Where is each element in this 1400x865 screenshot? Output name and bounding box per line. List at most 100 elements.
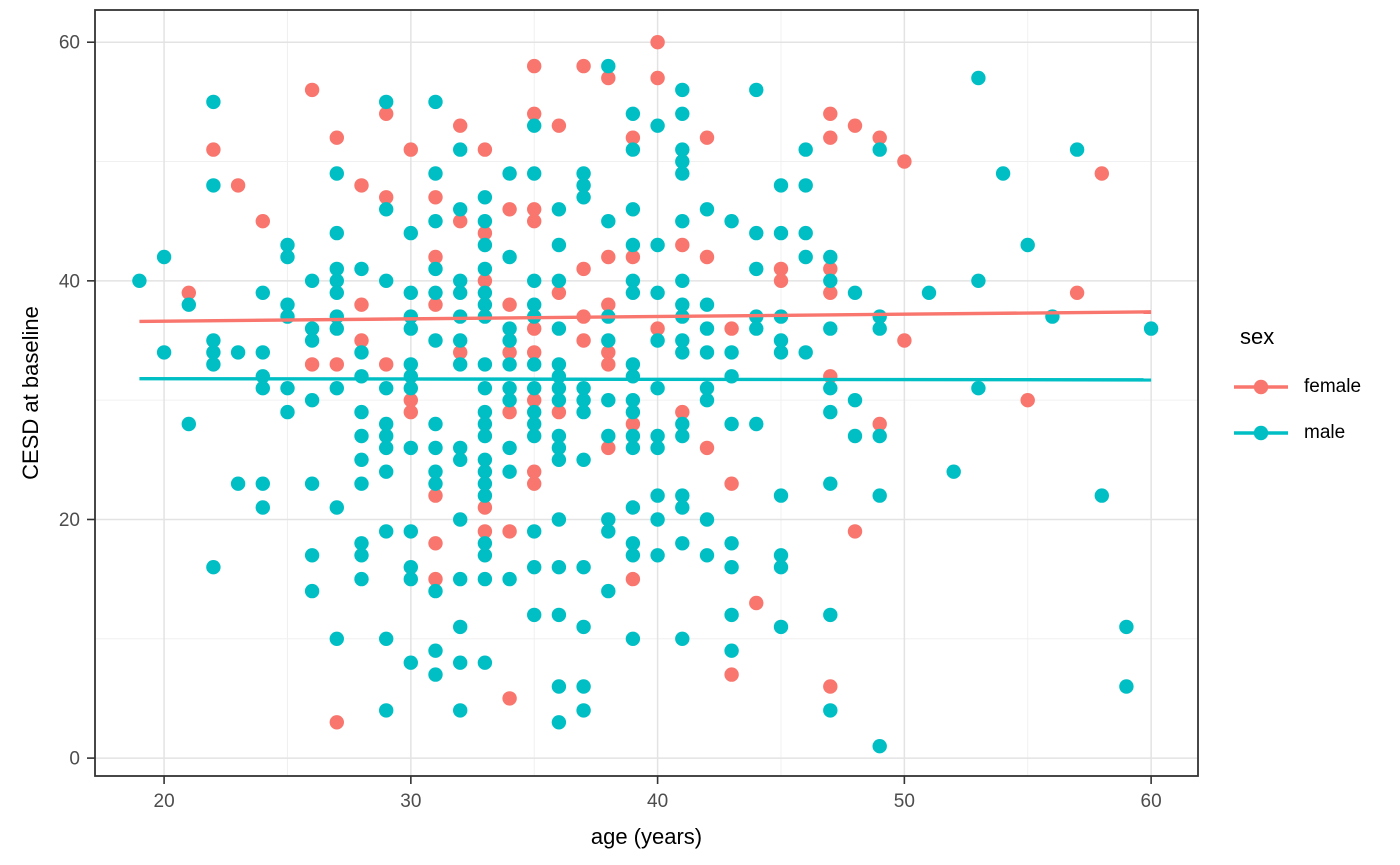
- data-point-male: [625, 237, 641, 253]
- data-point-male: [502, 249, 517, 265]
- data-point-male: [576, 190, 591, 205]
- data-point-female: [403, 393, 418, 408]
- data-point-male: [798, 178, 813, 193]
- y-tick-label: 0: [69, 749, 80, 770]
- data-point-male: [625, 357, 641, 372]
- data-point-female: [329, 715, 344, 730]
- data-point-male: [601, 583, 616, 599]
- data-point-female: [699, 249, 715, 265]
- data-point-male: [477, 548, 493, 563]
- data-point-male: [255, 476, 270, 491]
- data-point-male: [749, 82, 764, 98]
- data-point-male: [181, 416, 196, 432]
- data-point-male: [995, 166, 1011, 181]
- data-point-male: [773, 619, 789, 635]
- data-point-male: [453, 703, 468, 718]
- data-point-male: [354, 261, 369, 277]
- data-point-male: [428, 583, 443, 599]
- data-point-male: [304, 333, 320, 348]
- data-point-male: [625, 285, 641, 300]
- data-point-female: [428, 249, 443, 265]
- data-point-male: [551, 357, 567, 372]
- data-point-male: [699, 393, 715, 408]
- data-point-male: [527, 428, 542, 444]
- data-point-male: [921, 285, 937, 300]
- data-point-male: [551, 715, 567, 730]
- data-point-male: [971, 70, 986, 86]
- data-point-male: [749, 261, 764, 277]
- data-point-female: [897, 154, 912, 169]
- data-point-male: [403, 357, 418, 372]
- data-point-male: [354, 571, 369, 587]
- data-point-male: [527, 607, 542, 623]
- data-point-male: [675, 631, 690, 646]
- data-point-male: [230, 345, 246, 360]
- data-point-female: [329, 130, 344, 145]
- data-point-male: [477, 464, 493, 479]
- data-point-male: [773, 178, 789, 193]
- data-point-male: [699, 381, 715, 396]
- data-point-male: [428, 440, 443, 456]
- data-point-male: [675, 428, 690, 444]
- data-point-male: [551, 679, 567, 694]
- data-point-male: [280, 237, 295, 253]
- data-point-male: [255, 345, 270, 360]
- legend-item-male: male: [1232, 422, 1361, 444]
- data-point-male: [798, 249, 813, 265]
- data-point-male: [403, 655, 418, 670]
- data-point-female: [650, 70, 665, 86]
- data-point-female: [477, 142, 493, 157]
- data-point-female: [823, 106, 838, 122]
- data-point-male: [453, 357, 468, 372]
- data-point-female: [847, 118, 863, 133]
- data-point-female: [601, 70, 616, 86]
- data-point-male: [428, 416, 443, 432]
- data-point-male: [1119, 679, 1134, 694]
- y-tick-label: 40: [59, 271, 80, 292]
- data-point-female: [354, 297, 369, 312]
- data-point-male: [527, 524, 542, 539]
- data-point-male: [675, 345, 690, 360]
- data-point-female: [551, 404, 567, 420]
- data-point-male: [379, 631, 394, 646]
- data-point-male: [576, 560, 591, 575]
- data-point-male: [749, 416, 764, 432]
- data-point-male: [576, 178, 591, 193]
- data-point-male: [625, 393, 641, 408]
- data-point-male: [823, 381, 838, 396]
- data-point-female: [675, 404, 690, 420]
- data-point-male: [304, 321, 320, 336]
- data-point-female: [255, 214, 270, 229]
- axis-ticks: [87, 41, 1152, 784]
- data-point-male: [601, 214, 616, 229]
- data-point-female: [379, 357, 394, 372]
- data-point-male: [551, 560, 567, 575]
- data-point-male: [527, 357, 542, 372]
- data-point-male: [477, 285, 493, 300]
- data-point-male: [798, 142, 813, 157]
- data-point-female: [625, 249, 641, 265]
- data-point-male: [428, 285, 443, 300]
- x-tick-label: 60: [1141, 791, 1162, 812]
- data-point-female: [527, 476, 542, 491]
- data-point-female: [304, 357, 320, 372]
- data-point-male: [354, 345, 369, 360]
- data-point-male: [576, 166, 591, 181]
- data-point-male: [453, 309, 468, 324]
- data-point-male: [551, 202, 567, 217]
- data-point-male: [551, 607, 567, 623]
- data-point-male: [625, 142, 641, 157]
- data-point-male: [625, 202, 641, 217]
- data-point-female: [601, 357, 616, 372]
- data-point-male: [379, 703, 394, 718]
- data-point-female: [823, 130, 838, 145]
- data-point-male: [428, 261, 443, 277]
- data-point-male: [576, 679, 591, 694]
- data-point-male: [502, 357, 517, 372]
- data-point-male: [428, 166, 443, 181]
- data-point-female: [872, 416, 887, 432]
- data-point-male: [625, 500, 641, 515]
- data-point-male: [724, 607, 739, 623]
- data-point-male: [428, 214, 443, 229]
